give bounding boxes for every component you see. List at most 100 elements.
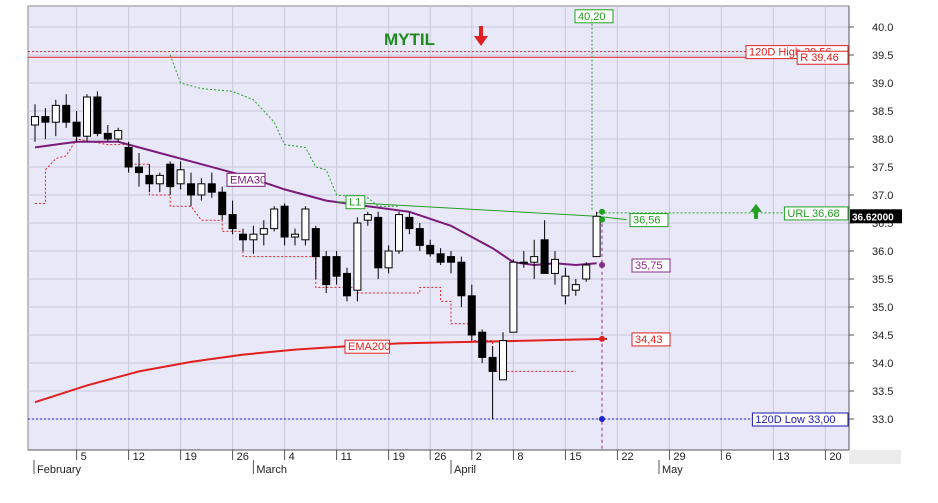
last-price-box (850, 209, 902, 224)
right-scroll-strip[interactable] (849, 450, 901, 464)
y-tick-label: 34.5 (872, 330, 893, 342)
dot-ema30 (599, 262, 605, 268)
candle-body (467, 295, 476, 336)
x-tick-label: 8 (517, 451, 523, 463)
candle-body (207, 183, 216, 193)
y-tick-label: 35.0 (872, 302, 893, 314)
candle-body (301, 208, 310, 241)
y-tick-label: 36.0 (872, 246, 893, 258)
month-label: March (256, 464, 287, 476)
candle-body (374, 216, 383, 269)
candle-body (426, 244, 435, 255)
hline-label-1-box (796, 50, 849, 65)
hline-label-1: R 39,46 (800, 52, 839, 64)
candle-body (530, 256, 539, 263)
series-label-ema30: EMA30 (230, 174, 266, 186)
grid-lines (28, 6, 849, 450)
candle-body (415, 228, 424, 246)
candle-body (582, 264, 591, 280)
y-tick-label: 37.0 (872, 190, 893, 202)
y-axis: 40.039.539.038.538.037.537.036.536.035.5… (849, 22, 902, 426)
hline-label-3-box (751, 412, 849, 427)
candle-body (447, 256, 455, 263)
dot-green (599, 216, 605, 223)
candle-body (187, 183, 195, 196)
x-tick-label: 12 (133, 451, 145, 463)
candle-body (384, 250, 393, 269)
y-axis-panel (849, 6, 901, 450)
value-label-trendline: 36,56 (633, 215, 661, 227)
candle-body (145, 174, 154, 185)
candle-body (592, 215, 601, 258)
candle-body (218, 191, 227, 216)
dot-low (599, 416, 605, 422)
value-label-ema30-box (631, 258, 671, 273)
horizontal-lines (28, 15, 849, 450)
x-tick-label: 29 (673, 451, 685, 463)
ema200-line (34, 337, 608, 404)
trendline-l1 (336, 201, 597, 217)
candle-body (499, 340, 507, 381)
x-tick-label: 5 (81, 451, 87, 463)
candle-body (83, 96, 91, 137)
x-tick-label: 15 (569, 451, 581, 463)
hline-label-2-box (783, 206, 849, 221)
candle-body (72, 121, 81, 137)
x-tick-label: 19 (185, 451, 197, 463)
candle-body (124, 146, 133, 168)
candle-body (249, 233, 258, 241)
up-arrow-icon (750, 203, 762, 212)
candle-body (478, 331, 487, 358)
candle-body (155, 174, 164, 185)
candle-body (239, 233, 247, 241)
candle-body (41, 116, 50, 123)
candle-body (259, 228, 268, 235)
y-tick-label: 39.5 (872, 50, 893, 62)
candle-body (103, 132, 112, 140)
candle-body (291, 233, 299, 238)
candle-body (322, 256, 331, 286)
dot-ema200 (599, 335, 605, 342)
last-price-label: 36.62000 (852, 212, 894, 223)
value-label-top-box (574, 9, 614, 24)
x-axis-panel (28, 450, 849, 483)
x-tick-label: 19 (393, 451, 405, 463)
candle-body (62, 104, 71, 123)
candle-body (311, 228, 320, 258)
upper-band-line (169, 54, 399, 207)
candle-body (93, 96, 102, 134)
candle-body (343, 272, 351, 297)
y-tick-label: 38.5 (872, 106, 893, 118)
x-tick-label: 11 (341, 451, 352, 463)
candle-body (405, 216, 414, 230)
x-tick-label: 4 (289, 451, 295, 463)
month-label: February (37, 464, 82, 476)
candle-body (488, 356, 497, 372)
chart-title: MYTIL (384, 30, 435, 49)
y-tick-label: 40.0 (872, 22, 893, 34)
candle-body (31, 116, 39, 126)
candle-body (270, 208, 279, 230)
x-axis: 5 12 19 26 4 11 19 26 2 8 15 22 29 6 13 20 February March… (33, 450, 842, 476)
candle-body (114, 130, 123, 140)
hline-label-3: 120D Low 33,00 (755, 414, 835, 426)
month-label: April (454, 464, 476, 476)
y-tick-label: 34.0 (872, 358, 893, 370)
candle-body (551, 258, 559, 274)
y-tick-label: 35.5 (872, 274, 893, 286)
value-label-trendline-box (629, 213, 669, 228)
x-tick-label: 20 (829, 451, 841, 463)
candle-body (519, 261, 528, 264)
candles (31, 91, 601, 419)
plot-background (27, 5, 850, 451)
candle-body (540, 239, 549, 274)
up-arrow-shaft (754, 210, 758, 219)
x-tick-label: 6 (725, 451, 731, 463)
trendline-label-box (345, 195, 366, 210)
candle-body (561, 275, 570, 297)
candle-body (571, 284, 580, 291)
candle-body (166, 163, 175, 188)
candle-body (353, 222, 362, 291)
